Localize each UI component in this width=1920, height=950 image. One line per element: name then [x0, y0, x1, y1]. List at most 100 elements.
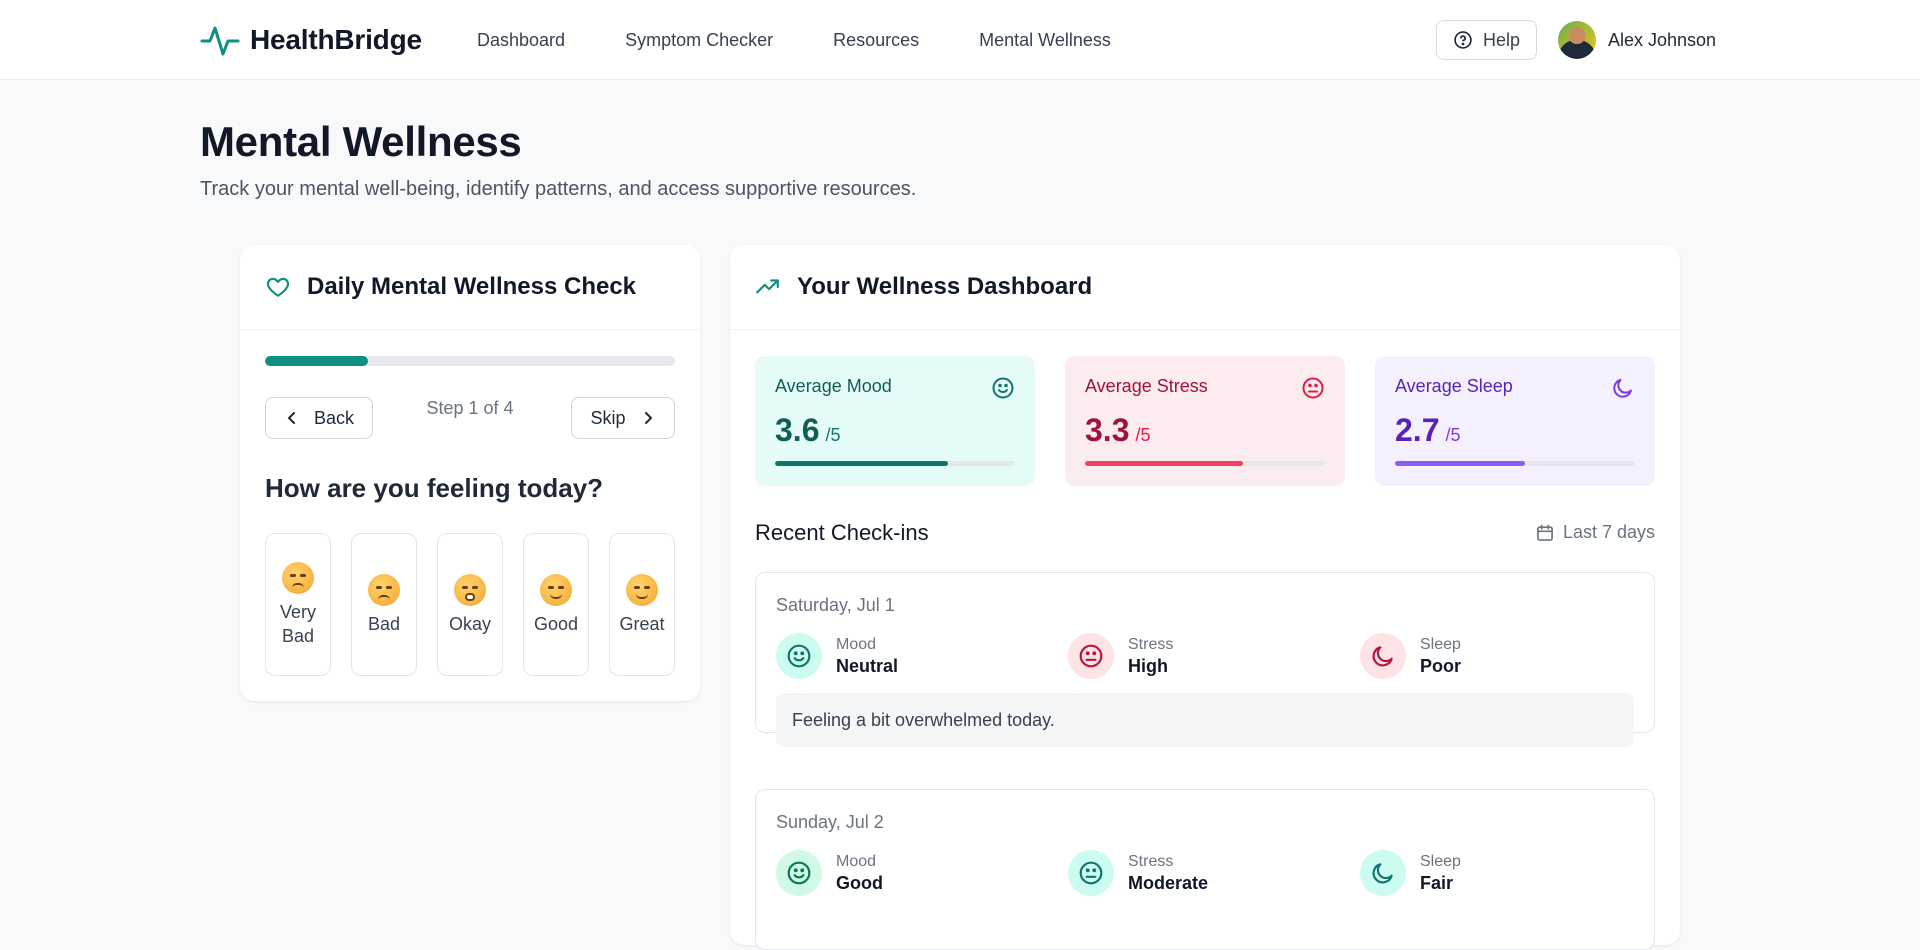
mood-option-label: Bad [367, 613, 401, 634]
daily-check-card: Daily Mental Wellness Check Back Step 1 … [240, 245, 700, 701]
stat-average-stress: Average Stress 3.3 /5 [1065, 356, 1345, 486]
checkin-note: Feeling a bit overwhelmed today. [776, 693, 1634, 747]
smiling-face-icon [540, 573, 572, 606]
mood-option-label: Okay [448, 613, 491, 634]
help-label: Help [1482, 29, 1521, 50]
sad-face-icon [282, 561, 314, 594]
user-menu[interactable]: Alex Johnson [1558, 20, 1716, 60]
daily-check-title: Daily Mental Wellness Check [307, 273, 637, 300]
metric-label: Stress [1128, 852, 1174, 870]
stat-average-mood: Average Mood 3.6 /5 [755, 356, 1035, 486]
surprised-face-icon [454, 573, 486, 606]
metric-value: Moderate [1128, 872, 1209, 893]
main-nav: Dashboard Symptom Checker Resources Ment… [477, 0, 1171, 80]
dashboard-title: Your Wellness Dashboard [797, 273, 1093, 300]
heart-icon [266, 277, 290, 297]
step-progress-fill [265, 356, 368, 366]
metric-label: Stress [1128, 635, 1174, 653]
nav-symptom-checker[interactable]: Symptom Checker [625, 29, 774, 50]
stat-bar [1395, 461, 1635, 466]
skip-button[interactable]: Skip [571, 397, 675, 439]
metric-label: Mood [836, 635, 877, 653]
checkin-sleep: Sleep Fair [1360, 850, 1461, 896]
nav-resources[interactable]: Resources [833, 29, 920, 50]
stat-denominator: /5 [1135, 425, 1151, 445]
stat-number: 3.6 [775, 412, 820, 448]
metric-value: Fair [1420, 872, 1454, 893]
top-navigation-bar: HealthBridge Dashboard Symptom Checker R… [0, 0, 1920, 80]
checkin-date: Saturday, Jul 1 [776, 595, 895, 615]
checkin-entry: Saturday, Jul 1 Mood Neutral Stress High [755, 572, 1655, 747]
checkin-stress: Stress Moderate [1068, 850, 1208, 896]
moon-icon [1613, 379, 1632, 398]
skip-label: Skip [590, 407, 626, 428]
mood-question: How are you feeling today? [265, 473, 604, 503]
stat-denominator: /5 [1445, 425, 1461, 445]
stat-bar-fill [775, 461, 948, 466]
calendar-icon [1537, 524, 1553, 541]
brand-name: HealthBridge [250, 24, 422, 55]
neutral-face-icon [1068, 633, 1114, 679]
metric-value: High [1128, 655, 1168, 676]
mood-option-label: Good [533, 613, 579, 634]
stat-number: 3.3 [1085, 412, 1130, 448]
metric-label: Mood [836, 852, 877, 870]
stat-denominator: /5 [825, 425, 841, 445]
smile-icon [992, 377, 1014, 399]
checkin-date: Sunday, Jul 2 [776, 812, 884, 832]
mood-option-good[interactable]: Good [523, 533, 589, 676]
mood-options: Very Bad Bad Okay Good Great [265, 533, 675, 676]
mood-option-great[interactable]: Great [609, 533, 675, 676]
trending-up-icon [756, 279, 779, 294]
heartbeat-icon [200, 26, 240, 56]
chevron-left-icon [287, 412, 295, 424]
mood-option-label: Very Bad [279, 601, 317, 646]
step-indicator: Step 1 of 4 [426, 398, 514, 418]
stat-label: Average Mood [775, 376, 892, 396]
smile-icon [776, 633, 822, 679]
nav-mental-wellness[interactable]: Mental Wellness [979, 29, 1111, 50]
page-title: Mental Wellness [200, 118, 522, 165]
smiling-face-icon [626, 573, 658, 606]
stat-bar [775, 461, 1015, 466]
mood-option-very-bad[interactable]: Very Bad [265, 533, 331, 676]
stat-value: 3.6 /5 [775, 412, 841, 449]
chevron-right-icon [644, 412, 652, 424]
checkin-mood: Mood Neutral [776, 633, 898, 679]
step-progress-bar [265, 356, 675, 366]
date-range-selector[interactable]: Last 7 days [1535, 522, 1655, 543]
back-button[interactable]: Back [265, 397, 373, 439]
mood-option-okay[interactable]: Okay [437, 533, 503, 676]
wellness-dashboard-card: Your Wellness Dashboard Average Mood 3.6… [730, 245, 1680, 950]
brand-logo[interactable]: HealthBridge [200, 20, 422, 60]
stat-bar [1085, 461, 1325, 466]
date-range-label: Last 7 days [1562, 522, 1655, 542]
stat-bar-fill [1395, 461, 1525, 466]
metric-value: Poor [1420, 655, 1462, 676]
neutral-face-icon [1302, 377, 1324, 399]
stat-average-sleep: Average Sleep 2.7 /5 [1375, 356, 1655, 486]
neutral-face-icon [1068, 850, 1114, 896]
stat-label: Average Sleep [1395, 376, 1513, 396]
metric-label: Sleep [1420, 852, 1461, 870]
metric-label: Sleep [1420, 635, 1461, 653]
metric-value: Good [836, 872, 883, 893]
recent-checkins-title: Recent Check-ins [755, 520, 929, 545]
stat-number: 2.7 [1395, 412, 1440, 448]
help-button[interactable]: Help [1436, 20, 1537, 60]
nav-dashboard[interactable]: Dashboard [477, 29, 566, 50]
stat-cards: Average Mood 3.6 /5 Average Stress 3.3 /… [755, 356, 1655, 486]
metric-value: Neutral [836, 655, 899, 676]
moon-icon [1360, 633, 1406, 679]
user-name: Alex Johnson [1608, 29, 1717, 50]
sad-face-icon [368, 573, 400, 606]
checkin-mood: Mood Good [776, 850, 883, 896]
page-subtitle: Track your mental well-being, identify p… [200, 178, 917, 200]
mood-option-label: Great [619, 613, 665, 634]
help-circle-icon [1454, 31, 1472, 49]
back-label: Back [313, 407, 355, 428]
checkin-stress: Stress High [1068, 633, 1173, 679]
mood-option-bad[interactable]: Bad [351, 533, 417, 676]
avatar [1558, 21, 1596, 59]
smile-icon [776, 850, 822, 896]
